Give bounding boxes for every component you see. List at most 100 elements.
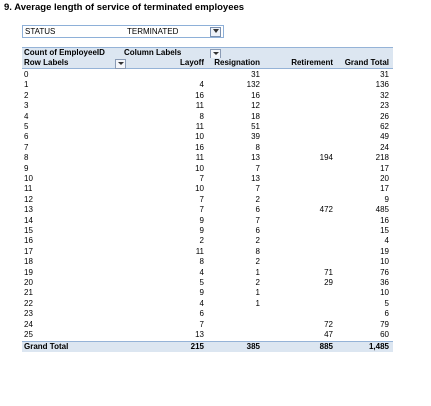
cell-layoff: 9 — [199, 215, 204, 225]
table-row: 11 10 7 17 — [22, 184, 393, 194]
cell-grand-total: 49 — [380, 132, 389, 142]
filter-dropdown-button[interactable] — [210, 27, 221, 37]
cell-layoff: 10 — [195, 163, 204, 173]
table-row: 2 16 16 32 — [22, 91, 393, 101]
column-header-grand-total: Grand Total — [344, 58, 389, 67]
cell-resignation: 31 — [251, 70, 260, 79]
cell-grand-total: 23 — [380, 101, 389, 111]
cell-grand-total: 76 — [380, 267, 389, 277]
cell-layoff: 2 — [199, 236, 204, 246]
row-label: 20 — [24, 278, 33, 287]
cell-grand-total: 60 — [380, 330, 389, 339]
table-row: 4 8 18 26 — [22, 112, 393, 122]
report-title: 9. Average length of service of terminat… — [4, 2, 245, 13]
column-header-layoff: Layoff — [180, 58, 204, 67]
row-label: 0 — [24, 70, 29, 79]
cell-retirement: 72 — [324, 319, 333, 329]
row-labels-dropdown[interactable] — [115, 59, 126, 69]
cell-resignation: 2 — [255, 257, 260, 267]
cell-layoff: 7 — [199, 205, 204, 215]
cell-resignation: 2 — [255, 194, 260, 204]
cell-grand-total: 6 — [384, 309, 389, 319]
cell-grand-total: 36 — [380, 278, 389, 287]
cell-layoff: 9 — [199, 226, 204, 235]
chevron-down-icon — [213, 52, 219, 55]
table-row: 3 11 12 23 — [22, 101, 393, 111]
table-row: 15 9 6 15 — [22, 226, 393, 236]
cell-layoff: 8 — [199, 111, 204, 121]
cell-grand-total: 10 — [380, 288, 389, 298]
row-label: 22 — [24, 298, 33, 308]
cell-layoff: 7 — [199, 194, 204, 204]
cell-resignation: 12 — [251, 101, 260, 111]
cell-retirement: 47 — [324, 330, 333, 339]
column-header-retirement: Retirement — [291, 58, 333, 67]
cell-resignation: 8 — [255, 142, 260, 152]
row-label: 1 — [24, 80, 29, 90]
cell-resignation: 18 — [251, 111, 260, 121]
cell-grand-total: 79 — [380, 319, 389, 329]
row-label: 15 — [24, 226, 33, 235]
pivot-header-row-2: Row Labels Layoff Resignation Retirement… — [22, 58, 393, 69]
cell-grand-total: 24 — [380, 142, 389, 152]
table-row: 22 4 1 5 — [22, 299, 393, 309]
cell-grand-total: 19 — [380, 246, 389, 256]
cell-grand-total: 20 — [380, 174, 389, 183]
cell-resignation: 8 — [255, 246, 260, 256]
cell-resignation: 16 — [251, 90, 260, 100]
table-row: 7 16 8 24 — [22, 143, 393, 153]
cell-resignation: 1 — [255, 288, 260, 298]
row-label: 17 — [24, 246, 33, 256]
cell-resignation: 1 — [255, 267, 260, 277]
table-row: 5 11 51 62 — [22, 122, 393, 132]
cell-grand-total: 26 — [380, 111, 389, 121]
cell-grand-total: 485 — [375, 205, 389, 215]
cell-resignation: 7 — [255, 215, 260, 225]
cell-layoff: 11 — [195, 101, 204, 111]
cell-grand-total: 17 — [380, 184, 389, 194]
table-row: 21 9 1 10 — [22, 288, 393, 298]
table-row: 24 7 72 79 — [22, 320, 393, 330]
row-label: 11 — [24, 184, 33, 194]
cell-retirement: 71 — [324, 267, 333, 277]
row-label: 7 — [24, 142, 29, 152]
table-row: 20 5 2 29 36 — [22, 278, 393, 288]
cell-layoff: 16 — [195, 142, 204, 152]
cell-resignation: 6 — [255, 226, 260, 235]
cell-resignation: 6 — [255, 205, 260, 215]
cell-layoff: 6 — [199, 309, 204, 319]
cell-resignation: 13 — [251, 174, 260, 183]
table-row: 18 8 2 10 — [22, 257, 393, 267]
cell-grand-total: 31 — [380, 70, 389, 79]
row-label: 14 — [24, 215, 33, 225]
cell-layoff: 8 — [199, 257, 204, 267]
column-header-resignation: Resignation — [214, 58, 260, 67]
cell-layoff: 16 — [195, 90, 204, 100]
cell-resignation: 13 — [251, 153, 260, 163]
row-label: 8 — [24, 153, 29, 163]
row-label: 18 — [24, 257, 33, 267]
filter-label: STATUS — [25, 27, 56, 36]
cell-grand-total: 17 — [380, 163, 389, 173]
cell-grand-total: 10 — [380, 257, 389, 267]
cell-layoff: 7 — [199, 174, 204, 183]
grand-total-grand-total: 1,485 — [368, 342, 389, 352]
cell-retirement: 472 — [319, 205, 333, 215]
cell-layoff: 5 — [199, 278, 204, 287]
cell-layoff: 11 — [195, 153, 204, 163]
cell-grand-total: 4 — [384, 236, 389, 246]
cell-resignation: 7 — [255, 184, 260, 194]
pivot-corner-label: Count of EmployeeID — [24, 48, 105, 57]
row-label: 3 — [24, 101, 29, 111]
table-row: 25 13 47 60 — [22, 330, 393, 340]
row-label: 13 — [24, 205, 33, 215]
table-row: 8 11 13 194 218 — [22, 153, 393, 163]
cell-resignation: 2 — [255, 278, 260, 287]
cell-retirement: 29 — [324, 278, 333, 287]
table-row: 19 4 1 71 76 — [22, 268, 393, 278]
cell-resignation: 39 — [251, 132, 260, 142]
cell-layoff: 13 — [195, 330, 204, 339]
grand-total-retirement: 885 — [319, 342, 333, 352]
cell-grand-total: 136 — [375, 80, 389, 90]
row-label: 21 — [24, 288, 33, 298]
